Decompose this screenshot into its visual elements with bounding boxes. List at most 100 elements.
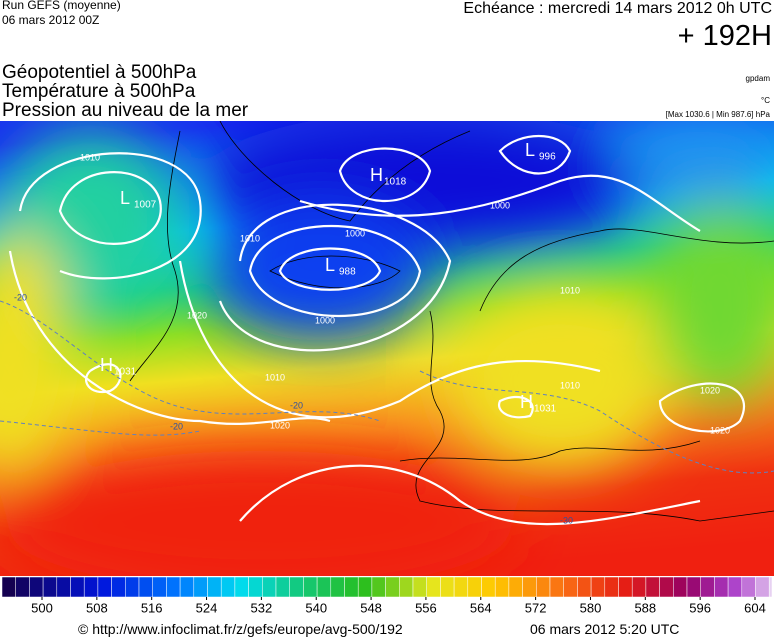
color-swatch [371, 576, 386, 598]
lead-time: + 192H [677, 20, 772, 52]
isobar-label: 1010 [80, 152, 100, 162]
isobar-label: 1010 [560, 285, 580, 295]
center-value: 1018 [384, 177, 407, 188]
scale-label: 572 [525, 600, 547, 615]
color-swatch [234, 576, 249, 598]
isotherms [0, 300, 774, 474]
isobars [8, 134, 746, 526]
unit: °C [761, 96, 770, 105]
color-swatch [577, 576, 592, 598]
color-swatch [741, 576, 756, 598]
color-swatch [248, 576, 263, 598]
center-letter: H [100, 355, 113, 375]
field-shading [0, 121, 774, 576]
scale-label: 556 [415, 600, 437, 615]
color-swatch [344, 576, 359, 598]
center-letter: H [370, 165, 383, 185]
color-swatch [631, 576, 647, 598]
scale-label: 508 [86, 600, 108, 615]
color-swatch [125, 576, 140, 598]
run: Run GEFS (moyenne) [2, 0, 121, 12]
color-swatch [42, 576, 58, 598]
color-swatch [83, 576, 99, 598]
coastlines [129, 121, 774, 522]
scale-label: 564 [470, 600, 492, 615]
color-swatch [111, 576, 126, 598]
scale-label: 532 [251, 600, 273, 615]
scale-label: 548 [360, 600, 382, 615]
color-swatch [207, 576, 222, 598]
color-swatch [563, 576, 578, 598]
field: Température à 500hPa [2, 81, 196, 102]
center-value: 996 [539, 152, 556, 163]
color-swatch [138, 576, 153, 598]
color-swatch [467, 576, 482, 598]
run-date: 06 mars 2012 00Z [2, 13, 100, 27]
color-swatch [262, 576, 277, 598]
color-swatch [604, 576, 619, 598]
color-swatch [316, 576, 332, 598]
color-swatch [303, 576, 318, 598]
color-swatch [714, 576, 729, 598]
center-letter: H [520, 392, 533, 412]
color-swatch [289, 576, 304, 598]
color-swatch [179, 576, 195, 598]
color-swatch [440, 576, 455, 598]
color-swatch [56, 576, 71, 598]
center-letter: L [325, 255, 335, 275]
color-swatch [412, 576, 427, 598]
color-swatch [700, 576, 715, 598]
color-swatch [768, 576, 773, 598]
color-swatch [453, 576, 469, 598]
color-swatch [536, 576, 551, 598]
color-swatch [275, 576, 290, 598]
center-letter: L [120, 188, 130, 208]
scale-label: 604 [744, 600, 766, 615]
isobar-label: 1010 [560, 380, 580, 390]
color-swatch [673, 576, 688, 598]
color-swatch [29, 576, 44, 598]
scale-label: 588 [634, 600, 656, 615]
isotherm-label: -20 [170, 421, 183, 431]
scale-label: 500 [31, 600, 53, 615]
isobar-label: 1000 [315, 315, 335, 325]
center-value: 1031 [534, 404, 557, 415]
color-swatch [686, 576, 701, 598]
isotherm-label: -20 [14, 292, 27, 302]
color-swatch [659, 576, 674, 598]
center-value: 988 [339, 267, 356, 278]
footer-date: 06 mars 2012 5:20 UTC [530, 621, 680, 637]
isotherm-label: -30 [560, 515, 573, 525]
isobar-label: 1000 [345, 228, 365, 238]
footer-url: © http://www.infoclimat.fr/z/gefs/europe… [78, 621, 403, 637]
isobar-label: 1020 [710, 425, 730, 435]
isobar-label: 1010 [265, 372, 285, 382]
color-swatch [399, 576, 414, 598]
isobar-label: 1020 [270, 420, 290, 430]
color-swatch [481, 576, 496, 598]
scale-label: 516 [141, 600, 163, 615]
unit: gpdam [745, 74, 770, 83]
color-swatch [193, 576, 208, 598]
color-swatch [166, 576, 181, 598]
field: Pression au niveau de la mer [2, 100, 249, 121]
center-value: 1007 [134, 200, 157, 211]
color-swatch [220, 576, 236, 598]
unit: [Max 1030.6 | Min 987.6] hPa [665, 110, 770, 119]
isobar-label: 1020 [187, 310, 207, 320]
color-swatch [549, 576, 564, 598]
center-letter: L [525, 140, 535, 160]
isobar-label: 1000 [490, 200, 510, 210]
color-swatch [508, 576, 523, 598]
color-swatch [522, 576, 537, 598]
center-value: 1031 [114, 367, 137, 378]
field: Géopotentiel à 500hPa [2, 62, 197, 83]
scale-label: 524 [196, 600, 218, 615]
scale-label: 540 [305, 600, 327, 615]
isobar-label: 1020 [700, 385, 720, 395]
isobar-label: 1010 [240, 233, 260, 243]
color-swatch [727, 576, 743, 598]
